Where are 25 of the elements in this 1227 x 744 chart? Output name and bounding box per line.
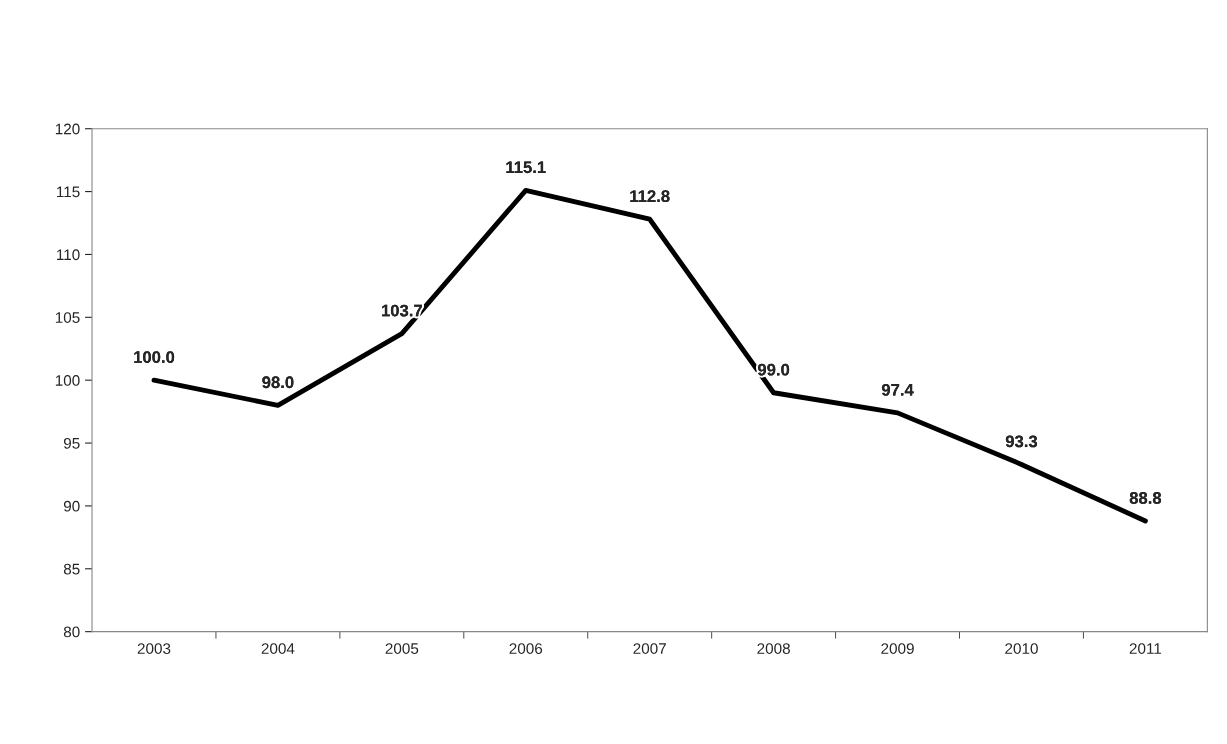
x-tick-label: 2008 xyxy=(757,643,790,654)
y-tick-label: 115 xyxy=(57,186,80,198)
x-tick-label: 2005 xyxy=(385,643,419,654)
y-tick-label: 80 xyxy=(63,626,80,638)
x-tick-label: 2003 xyxy=(137,643,171,654)
data-label: 98.0 xyxy=(262,376,294,389)
y-tick-label: 95 xyxy=(63,437,80,449)
x-tick-label: 2007 xyxy=(633,643,666,654)
x-tick-label: 2006 xyxy=(509,643,543,654)
data-label: 88.8 xyxy=(1129,492,1162,504)
data-label: 115.1 xyxy=(506,161,546,174)
data-label: 100.0 xyxy=(134,351,175,363)
data-label: 93.3 xyxy=(1005,435,1038,448)
y-tick-label: 100 xyxy=(55,375,80,386)
x-tick-label: 2011 xyxy=(1129,643,1162,654)
y-tick-label: 105 xyxy=(55,312,80,323)
data-label: 97.4 xyxy=(881,383,914,396)
x-tick-label: 2010 xyxy=(1005,643,1038,654)
y-tick-label: 110 xyxy=(57,249,80,261)
y-tick-label: 120 xyxy=(55,123,80,135)
x-tick-label: 2009 xyxy=(881,643,914,654)
x-tick-label: 2004 xyxy=(261,643,295,654)
y-tick-label: 85 xyxy=(63,563,80,575)
y-tick-label: 90 xyxy=(63,500,80,512)
data-label: 112.8 xyxy=(630,190,670,203)
